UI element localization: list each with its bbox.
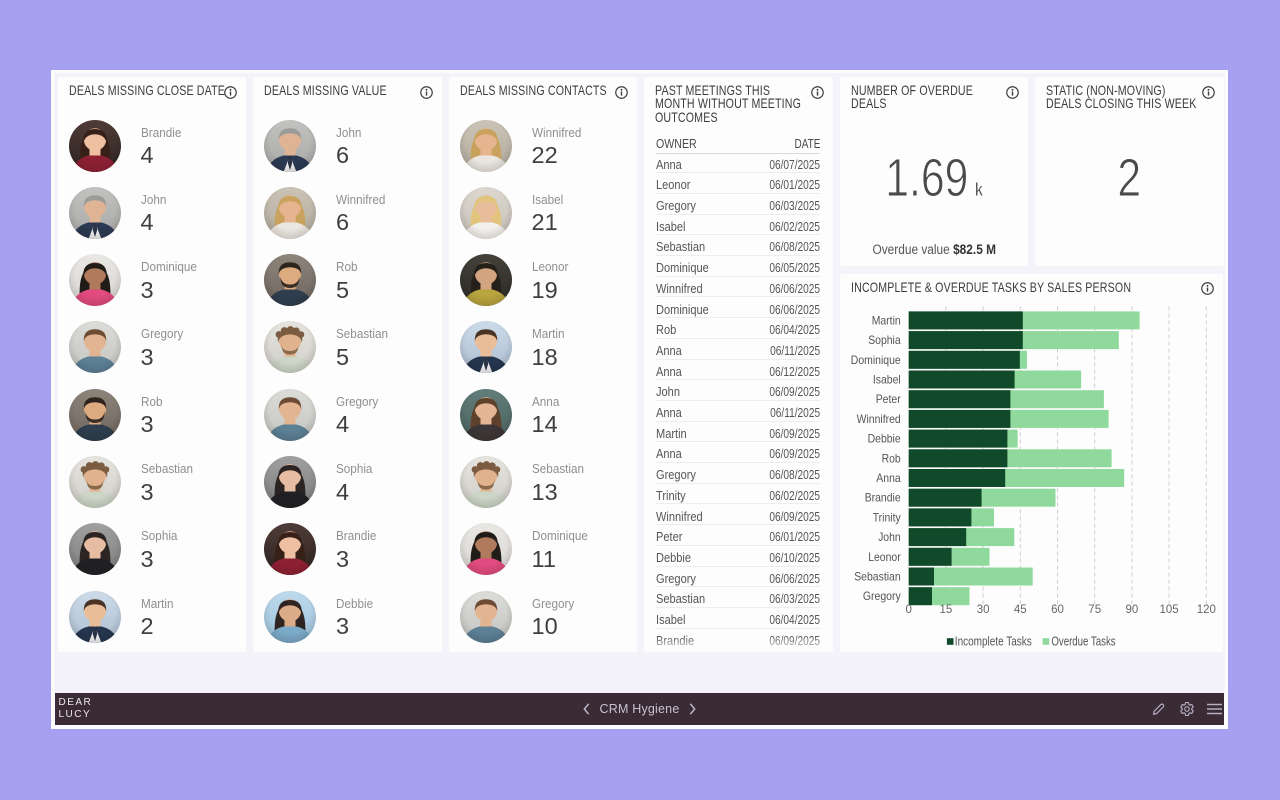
svg-text:120: 120	[1196, 604, 1215, 616]
svg-text:Debbie: Debbie	[867, 431, 900, 445]
svg-text:Martin: Martin	[871, 313, 900, 327]
svg-text:Peter: Peter	[875, 392, 900, 406]
svg-text:Incomplete Tasks: Incomplete Tasks	[954, 633, 1031, 648]
svg-text:Sebastian: Sebastian	[854, 569, 901, 583]
svg-text:45: 45	[1013, 604, 1026, 616]
svg-text:Gregory: Gregory	[862, 589, 900, 603]
svg-text:Winnifred: Winnifred	[856, 411, 900, 425]
svg-text:Brandie: Brandie	[864, 490, 900, 504]
svg-text:60: 60	[1051, 604, 1064, 616]
svg-text:Anna: Anna	[876, 471, 901, 485]
svg-text:Trinity: Trinity	[872, 510, 900, 524]
svg-text:John: John	[878, 530, 901, 544]
svg-text:Overdue Tasks: Overdue Tasks	[1051, 633, 1116, 648]
svg-text:Dominique: Dominique	[850, 352, 900, 366]
svg-text:90: 90	[1125, 604, 1138, 616]
svg-text:30: 30	[976, 604, 989, 616]
svg-text:0: 0	[905, 604, 911, 616]
svg-text:75: 75	[1088, 604, 1101, 616]
svg-text:Isabel: Isabel	[872, 372, 900, 386]
svg-text:Sophia: Sophia	[868, 333, 901, 347]
svg-text:105: 105	[1159, 604, 1178, 616]
svg-text:15: 15	[939, 604, 952, 616]
svg-text:Rob: Rob	[881, 451, 900, 465]
svg-text:Leonor: Leonor	[868, 549, 901, 563]
